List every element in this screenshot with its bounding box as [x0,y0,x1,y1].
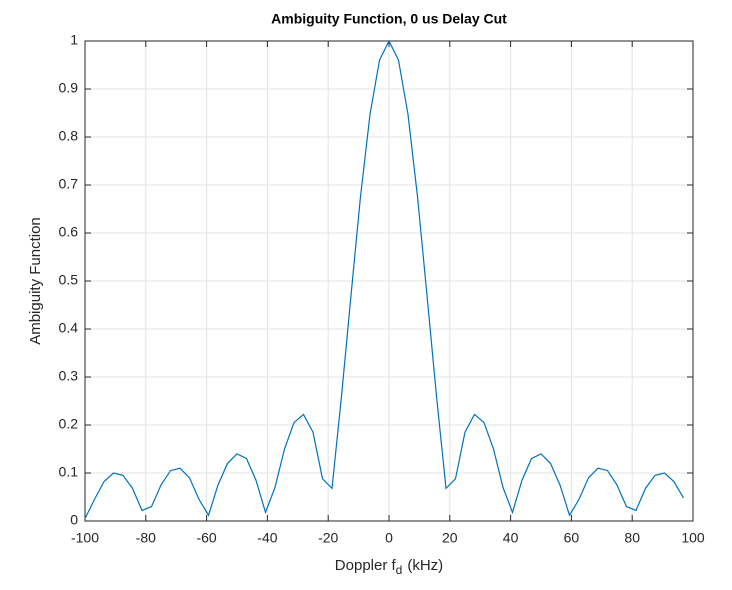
x-tick-label: -80 [136,530,156,546]
x-label-main: Doppler f [335,557,397,574]
y-tick-label: 0 [70,512,78,528]
y-tick-label: 0.9 [59,80,79,96]
y-tick-label: 0.6 [59,224,79,240]
x-tick-label: 80 [624,530,640,546]
chart-title: Ambiguity Function, 0 us Delay Cut [271,11,507,27]
y-tick-label: 0.5 [59,272,79,288]
x-tick-label: 0 [385,530,393,546]
data-line [84,39,685,519]
y-tick-label: 1 [70,32,78,48]
x-tick-label: -100 [71,530,99,546]
x-label-unit: (kHz) [407,557,443,574]
y-tick-label: 0.3 [59,368,79,384]
x-tick-label: -40 [257,530,277,546]
y-tick-label: 0.8 [59,128,79,144]
y-tick-label: 0.4 [59,320,79,336]
x-tick-label: 20 [442,530,458,546]
x-tick-label: -60 [196,530,216,546]
x-axis-label: Doppler fd (kHz) [335,557,443,577]
x-tick-label: -20 [318,530,338,546]
y-tick-label: 0.2 [59,416,79,432]
x-tick-label: 100 [681,530,705,546]
x-label-subscript: d [396,563,403,577]
x-tick-label: 40 [503,530,519,546]
y-tick-label: 0.7 [59,176,79,192]
x-tick-label: 60 [564,530,580,546]
y-axis-label: Ambiguity Function [27,217,44,345]
y-tick-label: 0.1 [59,464,79,480]
